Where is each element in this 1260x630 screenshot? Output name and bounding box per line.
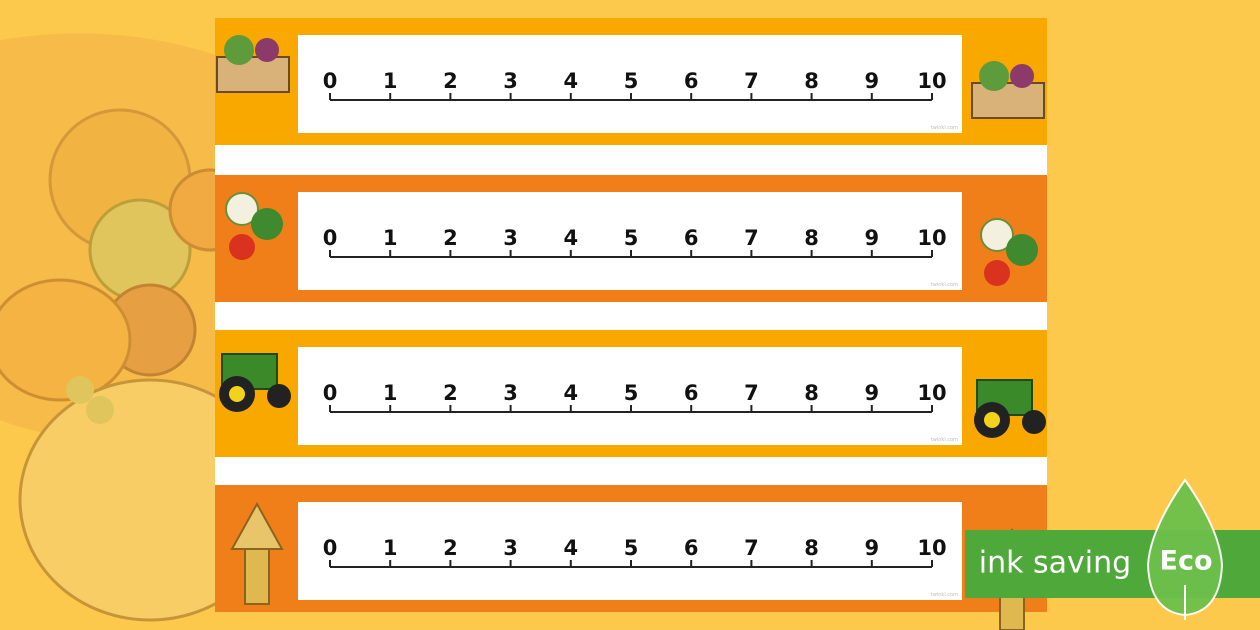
wheat-stalks [244, 548, 270, 605]
number-label: 3 [503, 69, 518, 93]
number-line-strip: 0 1 2 3 4 5 6 7 8 9 10 twinkl.com [215, 330, 1047, 457]
wheel [1022, 410, 1046, 434]
number-label: 5 [624, 381, 639, 405]
number-label: 4 [563, 536, 578, 560]
strip-card [298, 347, 962, 445]
number-label: 7 [744, 69, 759, 93]
broccoli [251, 208, 283, 240]
number-label: 4 [563, 69, 578, 93]
wheel [267, 384, 291, 408]
strip-card [298, 35, 962, 133]
veg [224, 35, 254, 65]
crate [971, 82, 1045, 119]
number-label: 10 [917, 226, 946, 250]
number-label: 6 [684, 69, 699, 93]
number-label: 8 [804, 381, 819, 405]
number-label: 2 [443, 69, 458, 93]
broccoli [1006, 234, 1038, 266]
eco-badge: ink saving Eco [965, 478, 1260, 620]
veg [1010, 64, 1034, 88]
number-label: 4 [563, 381, 578, 405]
number-label: 2 [443, 381, 458, 405]
number-label: 5 [624, 69, 639, 93]
watermark: twinkl.com [931, 125, 958, 131]
badge-tag: Eco [1160, 546, 1213, 577]
veg [979, 61, 1009, 91]
number-label: 1 [383, 536, 398, 560]
badge-label: ink saving [979, 546, 1131, 581]
number-label: 3 [503, 226, 518, 250]
number-line-strip: 0 1 2 3 4 5 6 7 8 9 10 twinkl.com [215, 485, 1047, 630]
number-label: 0 [323, 69, 338, 93]
number-label: 6 [684, 381, 699, 405]
strip-card [298, 502, 962, 600]
crate [216, 56, 290, 93]
number-label: 9 [864, 69, 879, 93]
number-label: 8 [804, 226, 819, 250]
number-label: 2 [443, 536, 458, 560]
watermark: twinkl.com [931, 282, 958, 288]
number-label: 1 [383, 69, 398, 93]
number-label: 4 [563, 226, 578, 250]
number-label: 6 [684, 226, 699, 250]
hub [229, 386, 245, 402]
tomato [984, 260, 1010, 286]
number-label: 7 [744, 536, 759, 560]
number-label: 8 [804, 536, 819, 560]
watermark: twinkl.com [931, 592, 958, 598]
cauliflower [980, 218, 1014, 252]
number-label: 3 [503, 381, 518, 405]
number-label: 7 [744, 381, 759, 405]
number-label: 5 [624, 536, 639, 560]
number-label: 3 [503, 536, 518, 560]
number-label: 0 [323, 536, 338, 560]
number-label: 9 [864, 536, 879, 560]
number-label: 9 [864, 226, 879, 250]
number-label: 0 [323, 381, 338, 405]
hub [984, 412, 1000, 428]
number-label: 7 [744, 226, 759, 250]
number-label: 10 [917, 536, 946, 560]
number-label: 6 [684, 536, 699, 560]
cauliflower [225, 192, 259, 226]
veg [255, 38, 279, 62]
number-label: 5 [624, 226, 639, 250]
strip-card [298, 192, 962, 290]
number-label: 0 [323, 226, 338, 250]
number-label: 9 [864, 381, 879, 405]
tomato [229, 234, 255, 260]
number-label: 1 [383, 226, 398, 250]
number-label: 1 [383, 381, 398, 405]
number-line-strip: 0 1 2 3 4 5 6 7 8 9 10 twinkl.com [215, 175, 1047, 302]
number-line-strip: 0 1 2 3 4 5 6 7 8 9 10 twinkl.com [215, 18, 1047, 145]
watermark: twinkl.com [931, 437, 958, 443]
number-label: 10 [917, 381, 946, 405]
number-label: 8 [804, 69, 819, 93]
number-label: 10 [917, 69, 946, 93]
number-label: 2 [443, 226, 458, 250]
